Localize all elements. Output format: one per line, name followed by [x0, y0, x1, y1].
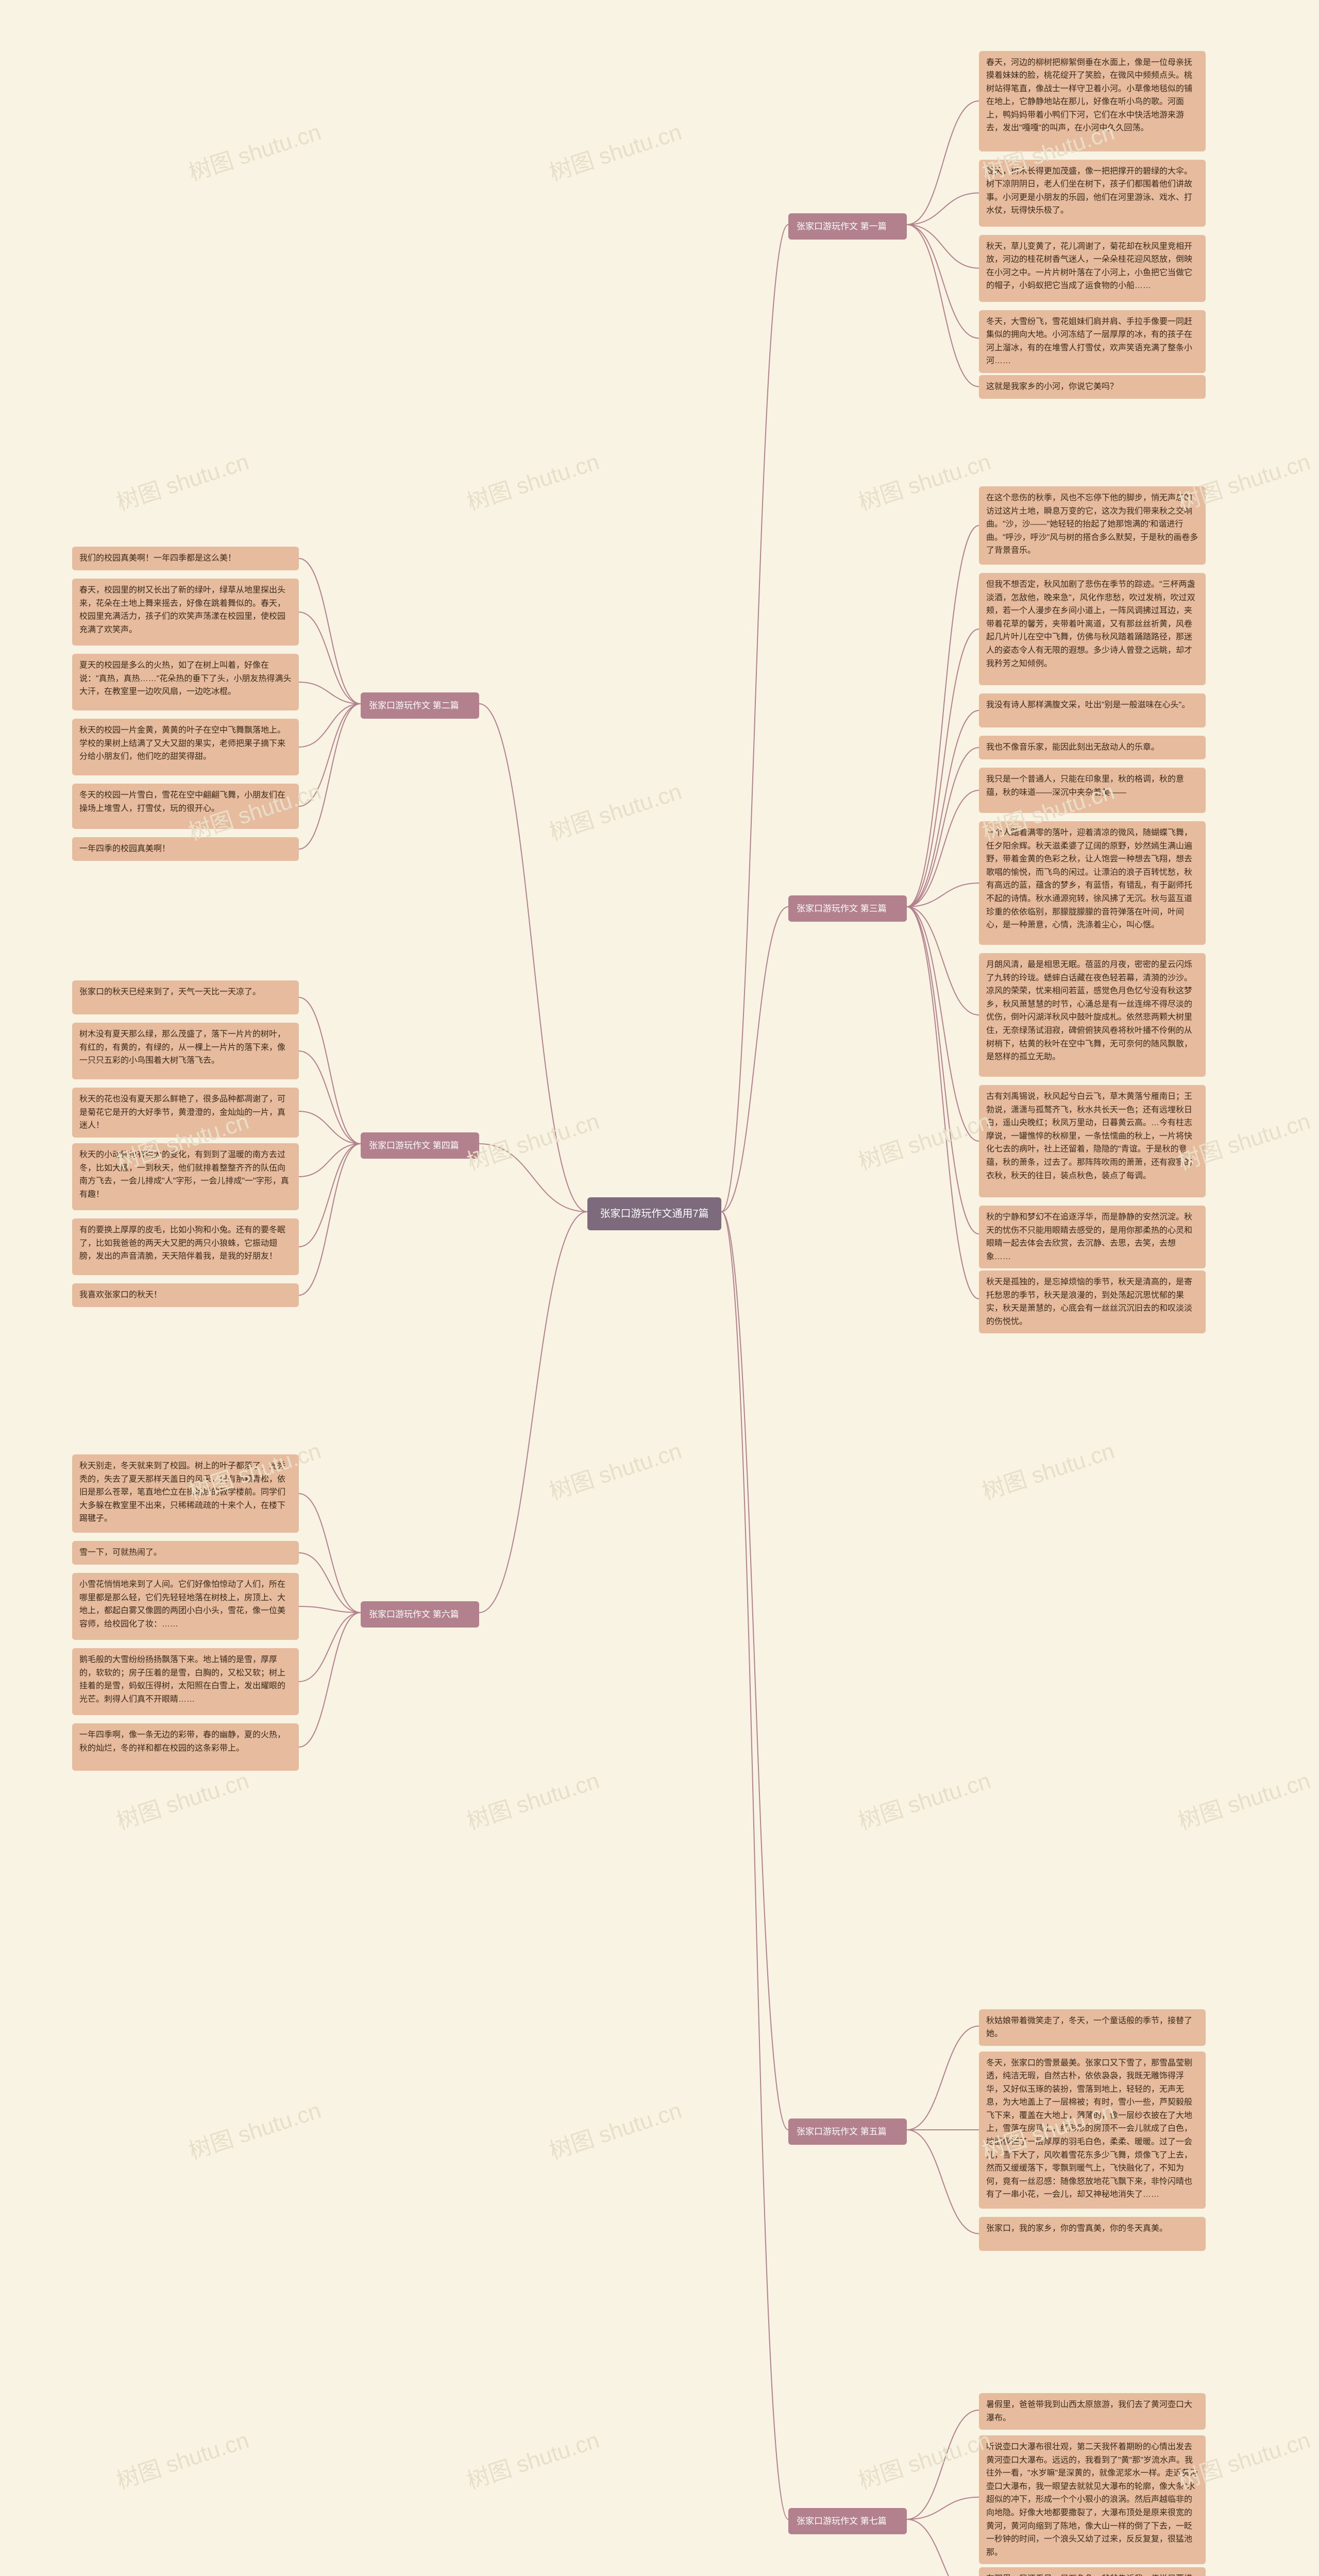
b1l5: 这就是我家乡的小河，你说它美吗？ — [979, 375, 1206, 399]
b3l7: 月朗风清，最是相思无眠。蓓蓝的月夜，密密的星云闪烁了九转的玲珑。蟋蟀白话藏在夜色… — [979, 953, 1206, 1077]
b7l3: 在那里，我还看见一只石鱼龟。爸爸告诉我，传说只要摸摸鸟龟的头，就会永远幸福；摸摸… — [979, 2567, 1206, 2576]
b1l2: 夏天，树木长得更加茂盛，像一把把撑开的碧绿的大伞。树下凉阴阴日，老人们坐在树下，… — [979, 160, 1206, 227]
b2l6: 一年四季的校园真美啊！ — [72, 837, 299, 861]
b5l2: 冬天，张家口的雪景最美。张家口又下雪了，那雪晶莹剔透，纯洁无瑕，自然古朴，依依袅… — [979, 2052, 1206, 2209]
b2l5: 冬天的校园一片雪白，雪花在空中翩翩飞舞，小朋友们在操场上堆雪人，打雪仗，玩的很开… — [72, 784, 299, 829]
b1: 张家口游玩作文 第一篇 — [788, 213, 907, 240]
b6l1: 秋天别走，冬天就来到了校园。树上的叶子都落了，光秃秃的，失去了夏天那样天盖日的风… — [72, 1454, 299, 1533]
b6l2: 雪一下，可就热闹了。 — [72, 1541, 299, 1565]
b6l5: 一年四季啊，像一条无边的彩带，春的幽静，夏的火热，秋的灿烂，冬的祥和都在校园的这… — [72, 1723, 299, 1771]
b4l3: 秋天的花也没有夏天那么鲜艳了，很多品种都凋谢了，可是菊花它是开的大好季节，黄澄澄… — [72, 1088, 299, 1138]
b4l5: 有的要换上厚厚的皮毛，比如小狗和小兔。还有的要冬眠了，比如我爸爸的两天大又肥的两… — [72, 1218, 299, 1275]
b4l2: 树木没有夏天那么绿，那么茂盛了，落下一片片的树叶，有红的，有黄的，有绿的，从一棵… — [72, 1023, 299, 1079]
b4: 张家口游玩作文 第四篇 — [361, 1132, 479, 1159]
b4l6: 我喜欢张家口的秋天！ — [72, 1283, 299, 1307]
b3l6: 一个人踏着满零的落叶，迎着清凉的微风，随蝴蝶飞舞，任夕阳余辉。秋天滋柔婆了辽阔的… — [979, 821, 1206, 945]
b4l1: 张家口的秋天已经来到了，天气一天比一天凉了。 — [72, 980, 299, 1014]
b2l2: 春天，校园里的树又长出了新的绿叶，绿草从地里探出头来，花朵在土地上舞来摇去，好像… — [72, 579, 299, 646]
b4l4: 秋天的小动物也有很大的变化，有到到了温暖的南方去过冬，比如大雁，一到秋天，他们就… — [72, 1143, 299, 1210]
b2l1: 我们的校园真美啊！一年四季都是这么美！ — [72, 547, 299, 570]
b3l10: 秋天是孤独的，是忘掉烦恼的季节，秋天是清高的，是寄托愁思的季节，秋天是浪漫的，到… — [979, 1270, 1206, 1333]
b3l8: 古有刘禹锡说，秋风起兮白云飞，草木黄落兮雁南日；王勃说，潇潇与孤鹜齐飞，秋水共长… — [979, 1085, 1206, 1197]
b5l3: 张家口，我的家乡，你的雪真美，你的冬天真美。 — [979, 2217, 1206, 2251]
b3l3: 我没有诗人那样满腹文采，吐出"别是一般滋味在心头"。 — [979, 693, 1206, 727]
b2: 张家口游玩作文 第二篇 — [361, 692, 479, 719]
b3l9: 秋的宁静和梦幻不在追逐浮华，而是静静的安然沉淀。秋天的忧伤不只能用眼睛去感受的，… — [979, 1206, 1206, 1268]
b3l2: 但我不想否定，秋风加剧了悲伤在季节的踪迹。"三杯两盏淡酒，怎敌他，晚来急"，风化… — [979, 573, 1206, 685]
b5l1: 秋姑娘带着微笑走了，冬天，一个童话般的季节，接替了她。 — [979, 2009, 1206, 2046]
b1l3: 秋天，草儿变黄了，花儿凋谢了，菊花却在秋风里竞相开放，河边的桂花树香气迷人，一朵… — [979, 235, 1206, 302]
b3l5: 我只是一个普通人，只能在印象里，秋的格调，秋的意蕴，秋的味道——深沉中夹杂着美—… — [979, 768, 1206, 813]
b3: 张家口游玩作文 第三篇 — [788, 895, 907, 922]
b5: 张家口游玩作文 第五篇 — [788, 2119, 907, 2145]
root-node: 张家口游玩作文通用7篇 — [587, 1197, 721, 1230]
b6l3: 小雪花悄悄地来到了人间。它们好像怕惊动了人们，所在哪里都是那么轻，它们先轻轻地落… — [72, 1573, 299, 1640]
b6l4: 鹅毛般的大雪纷纷扬扬飘落下来。地上铺的是雪，厚厚的，软软的；房子压着的是雪，白胸… — [72, 1648, 299, 1715]
b1l4: 冬天，大雪纷飞，雪花姐妹们肩并肩、手拉手像要一同赶集似的拥向大地。小河冻结了一层… — [979, 310, 1206, 373]
b7: 张家口游玩作文 第七篇 — [788, 2508, 907, 2534]
b2l3: 夏天的校园是多么的火热，如了在树上叫着，好像在说："真热，真热……"花朵热的垂下… — [72, 654, 299, 710]
b2l4: 秋天的校园一片金黄，黄黄的叶子在空中飞舞飘落地上。学校的果树上结满了又大又甜的果… — [72, 719, 299, 775]
b7l2: 听说壶口大瀑布很壮观，第二天我怀着期盼的心情出发去黄河壶口大瀑布。远远的，我看到… — [979, 2435, 1206, 2564]
b7l1: 暑假里，爸爸带我到山西太原旅游，我们去了黄河壶口大瀑布。 — [979, 2393, 1206, 2430]
b6: 张家口游玩作文 第六篇 — [361, 1601, 479, 1628]
b3l1: 在这个悲伤的秋季，风也不忘停下他的脚步，悄无声息的访过这片土地，瞬息万变的它，这… — [979, 486, 1206, 565]
b1l1: 春天，河边的柳树把柳絮倒垂在水面上，像是一位母亲抚摸着妹妹的脸，桃花绽开了笑脸，… — [979, 51, 1206, 151]
b3l4: 我也不像音乐家，能因此刻出无敌动人的乐章。 — [979, 736, 1206, 759]
